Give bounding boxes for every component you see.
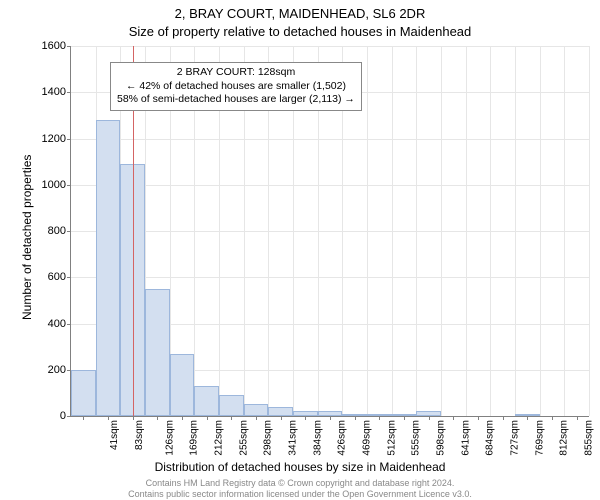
x-tick-label: 126sqm bbox=[164, 420, 175, 456]
y-tick-label: 600 bbox=[26, 271, 66, 283]
y-tick-label: 1600 bbox=[26, 40, 66, 52]
x-tick-label: 769sqm bbox=[534, 420, 545, 456]
annotation-line2: ← 42% of detached houses are smaller (1,… bbox=[117, 80, 355, 94]
y-tick-label: 400 bbox=[26, 318, 66, 330]
x-tick-label: 298sqm bbox=[263, 420, 274, 456]
histogram-bar bbox=[71, 370, 96, 416]
x-tick-label: 169sqm bbox=[189, 420, 200, 456]
x-tick-label: 512sqm bbox=[386, 420, 397, 456]
y-tick-label: 200 bbox=[26, 364, 66, 376]
x-tick-label: 341sqm bbox=[288, 420, 299, 456]
annotation-line3: 58% of semi-detached houses are larger (… bbox=[117, 93, 355, 107]
x-tick-label: 641sqm bbox=[460, 420, 471, 456]
x-axis-label: Distribution of detached houses by size … bbox=[0, 460, 600, 474]
histogram-bar bbox=[96, 120, 121, 416]
footer-line1: Contains HM Land Registry data © Crown c… bbox=[0, 478, 600, 489]
x-tick-label: 384sqm bbox=[312, 420, 323, 456]
chart-title-description: Size of property relative to detached ho… bbox=[0, 24, 600, 39]
x-tick-label: 855sqm bbox=[584, 420, 595, 456]
x-tick-label: 598sqm bbox=[436, 420, 447, 456]
annotation-box: 2 BRAY COURT: 128sqm ← 42% of detached h… bbox=[110, 62, 362, 111]
footer-line2: Contains public sector information licen… bbox=[0, 489, 600, 500]
x-tick-label: 727sqm bbox=[510, 420, 521, 456]
histogram-bar bbox=[268, 407, 293, 416]
histogram-bar bbox=[145, 289, 170, 416]
y-tick-label: 1400 bbox=[26, 86, 66, 98]
x-tick-label: 684sqm bbox=[485, 420, 496, 456]
x-tick-label: 255sqm bbox=[238, 420, 249, 456]
histogram-bar bbox=[219, 395, 244, 416]
y-tick-label: 800 bbox=[26, 225, 66, 237]
annotation-line1: 2 BRAY COURT: 128sqm bbox=[117, 66, 355, 80]
y-tick-label: 1200 bbox=[26, 133, 66, 145]
chart-title-address: 2, BRAY COURT, MAIDENHEAD, SL6 2DR bbox=[0, 6, 600, 21]
x-tick-label: 212sqm bbox=[214, 420, 225, 456]
x-tick-label: 426sqm bbox=[337, 420, 348, 456]
histogram-bar bbox=[170, 354, 195, 416]
x-tick-label: 555sqm bbox=[411, 420, 422, 456]
histogram-bar bbox=[244, 404, 269, 416]
histogram-bar bbox=[194, 386, 219, 416]
x-tick-label: 41sqm bbox=[109, 420, 120, 450]
chart-container: 2, BRAY COURT, MAIDENHEAD, SL6 2DR Size … bbox=[0, 0, 600, 500]
x-tick-label: 83sqm bbox=[134, 420, 145, 450]
y-tick-label: 1000 bbox=[26, 179, 66, 191]
y-tick-label: 0 bbox=[26, 410, 66, 422]
x-tick-label: 812sqm bbox=[559, 420, 570, 456]
footer-attribution: Contains HM Land Registry data © Crown c… bbox=[0, 478, 600, 500]
x-tick-label: 469sqm bbox=[362, 420, 373, 456]
